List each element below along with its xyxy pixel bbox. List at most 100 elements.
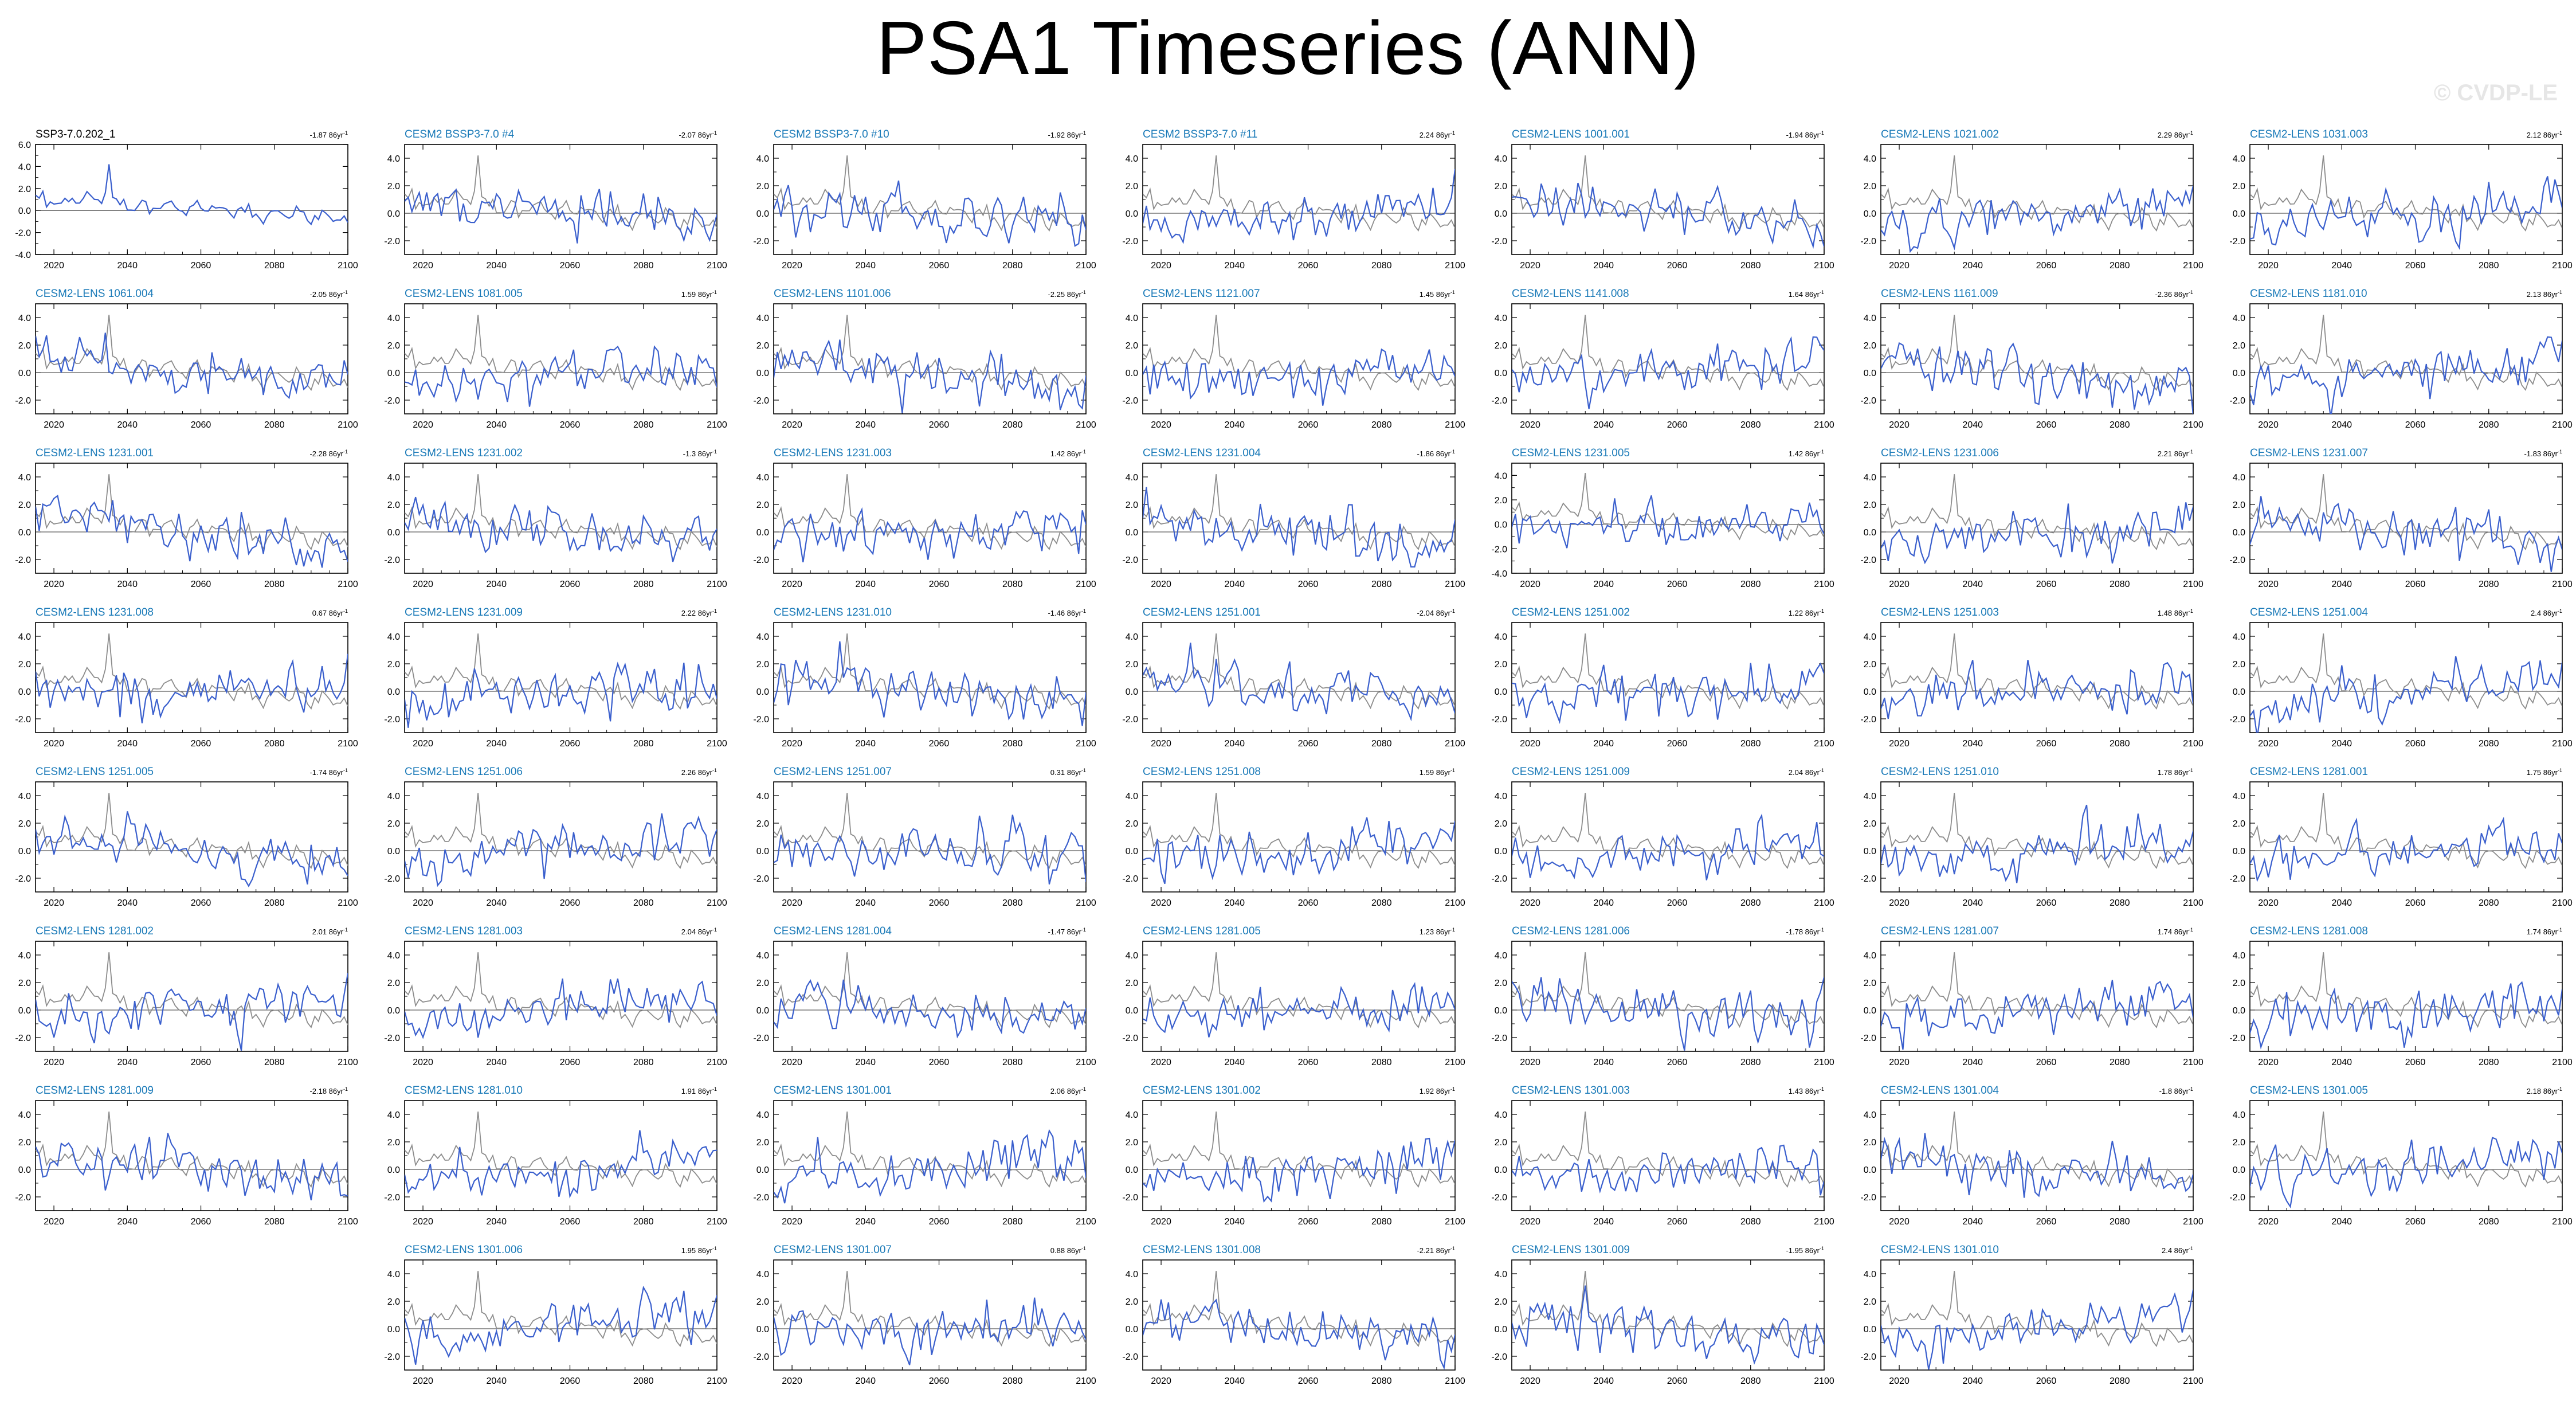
x-tick-label: 2100 [1076, 580, 1096, 589]
x-tick-label: 2100 [2552, 420, 2573, 430]
x-tick-label: 2080 [2110, 420, 2130, 430]
x-tick-label: 2020 [782, 1058, 802, 1067]
series-line-member [1143, 487, 1455, 567]
panel: CESM2-LENS 1301.001 2.06 86yr-1 -2.0 0.0 2.0… [753, 1085, 1096, 1227]
x-tick-label: 2020 [1520, 1217, 1540, 1227]
x-tick-label: 2040 [1962, 261, 1983, 271]
y-tick-label: 4.0 [1126, 1110, 1138, 1120]
series-line-member [1143, 643, 1455, 722]
y-tick-label: 2.0 [1126, 660, 1138, 670]
y-tick-label: 4.0 [2233, 792, 2245, 801]
panel-trend: 1.75 86yr-1 [2527, 768, 2562, 777]
panel-title: CESM2-LENS 1281.008 [2250, 925, 2368, 937]
panel-trend: -1.78 86yr-1 [1786, 927, 1824, 936]
y-tick-label: 0.0 [1126, 369, 1138, 378]
panel: CESM2 BSSP3-7.0 #10 -1.92 86yr-1 -2.0 0.0 2.… [753, 128, 1096, 271]
series-line-member [2250, 1136, 2562, 1208]
panel-trend: 0.88 86yr-1 [1050, 1246, 1086, 1255]
series-line-member [1881, 804, 2193, 883]
x-tick-label: 2060 [2036, 420, 2057, 430]
panel: CESM2-LENS 1021.002 2.29 86yr-1 -2.0 0.0 2.0… [1860, 128, 2203, 271]
x-tick-label: 2100 [2183, 1058, 2203, 1067]
x-tick-label: 2080 [1002, 420, 1023, 430]
y-tick-label: 4.0 [756, 314, 769, 323]
panel-title: CESM2-LENS 1031.003 [2250, 128, 2368, 140]
x-tick-label: 2020 [1520, 739, 1540, 749]
y-tick-label: 2.0 [2233, 341, 2245, 351]
y-tick-label: 0.0 [1495, 1325, 1507, 1334]
series-line-reference [1512, 472, 1824, 541]
panel: CESM2-LENS 1301.004 -1.8 86yr-1 -2.0 0.0 2.0… [1860, 1085, 2203, 1227]
y-tick-label: 4.0 [1126, 154, 1138, 164]
series-line-member [774, 1297, 1086, 1365]
panel-title: CESM2-LENS 1231.009 [405, 606, 523, 619]
x-tick-label: 2080 [633, 261, 654, 271]
y-tick-label: 6.0 [18, 140, 31, 150]
x-tick-label: 2040 [486, 261, 507, 271]
y-tick-label: 2.0 [1126, 1297, 1138, 1307]
x-tick-label: 2020 [1520, 261, 1540, 271]
series-line-member [1881, 1133, 2193, 1198]
y-tick-label: -2.0 [2229, 715, 2245, 725]
x-tick-label: 2020 [1151, 898, 1171, 908]
panel-title: CESM2-LENS 1281.009 [36, 1085, 154, 1097]
series-line-reference [774, 315, 1086, 391]
series-line-member [1512, 495, 1824, 549]
y-tick-label: 4.0 [1864, 473, 1876, 483]
x-tick-label: 2020 [413, 261, 433, 271]
x-tick-label: 2100 [2183, 420, 2203, 430]
y-tick-label: -2.0 [1491, 1034, 1507, 1043]
y-tick-label: 2.0 [1864, 1297, 1876, 1307]
series-line-member [1143, 348, 1455, 406]
y-tick-label: -2.0 [753, 874, 769, 884]
series-line-member [405, 662, 717, 728]
panel: CESM2-LENS 1251.006 2.26 86yr-1 -2.0 0.0 2.0… [384, 766, 727, 908]
x-tick-label: 2100 [1814, 1217, 1834, 1227]
y-tick-label: -2.0 [2229, 396, 2245, 406]
x-tick-label: 2040 [486, 898, 507, 908]
x-tick-label: 2080 [264, 420, 285, 430]
x-tick-label: 2060 [2036, 261, 2057, 271]
x-tick-label: 2040 [1224, 739, 1245, 749]
x-tick-label: 2060 [2405, 580, 2426, 589]
series-line-reference [1881, 952, 2193, 1028]
x-tick-label: 2100 [1814, 261, 1834, 271]
panel: CESM2-LENS 1061.004 -2.05 86yr-1 -2.0 0.0 2.… [15, 288, 358, 430]
series-line-reference [2250, 952, 2562, 1028]
x-tick-label: 2060 [1298, 420, 1319, 430]
x-tick-label: 2080 [264, 739, 285, 749]
y-tick-label: -2.0 [1860, 1193, 1876, 1203]
y-tick-label: -2.0 [1491, 545, 1507, 554]
panel-trend: 1.23 86yr-1 [1420, 927, 1455, 936]
x-tick-label: 2060 [929, 739, 950, 749]
y-tick-label: 0.0 [387, 209, 400, 219]
panel-title: CESM2 BSSP3-7.0 #11 [1143, 128, 1257, 140]
panel: CESM2-LENS 1281.010 1.91 86yr-1 -2.0 0.0 2.0… [384, 1085, 727, 1227]
y-tick-label: 4.0 [1126, 951, 1138, 961]
y-tick-label: -2.0 [15, 715, 31, 725]
series-line-member [1512, 336, 1824, 409]
series-line-member [1881, 502, 2193, 565]
x-tick-label: 2080 [633, 420, 654, 430]
y-tick-label: -2.0 [753, 237, 769, 246]
x-tick-label: 2080 [2110, 1217, 2130, 1227]
series-line-reference [1143, 315, 1455, 391]
panel-trend: -1.95 86yr-1 [1786, 1246, 1824, 1255]
x-tick-label: 2040 [1962, 580, 1983, 589]
x-tick-label: 2060 [191, 1217, 211, 1227]
panel-title: CESM2-LENS 1181.010 [2250, 288, 2367, 300]
x-tick-label: 2060 [929, 1376, 950, 1386]
panel-trend: 1.78 86yr-1 [2158, 768, 2193, 777]
y-tick-label: 2.0 [1495, 660, 1507, 670]
x-tick-label: 2080 [1002, 1058, 1023, 1067]
series-line-reference [1881, 1271, 2193, 1347]
series-line-member [405, 188, 717, 244]
panel: CESM2-LENS 1141.008 1.64 86yr-1 -2.0 0.0 2.0… [1491, 288, 1834, 430]
y-tick-label: 2.0 [1126, 1138, 1138, 1148]
x-tick-label: 2040 [1224, 420, 1245, 430]
panel: CESM2-LENS 1181.010 2.13 86yr-1 -2.0 0.0 2.0… [2229, 288, 2572, 430]
panel-trend: 1.64 86yr-1 [1789, 289, 1824, 299]
x-tick-label: 2060 [191, 898, 211, 908]
panel-trend: -2.04 86yr-1 [1417, 608, 1455, 617]
y-tick-label: -2.0 [1860, 555, 1876, 565]
